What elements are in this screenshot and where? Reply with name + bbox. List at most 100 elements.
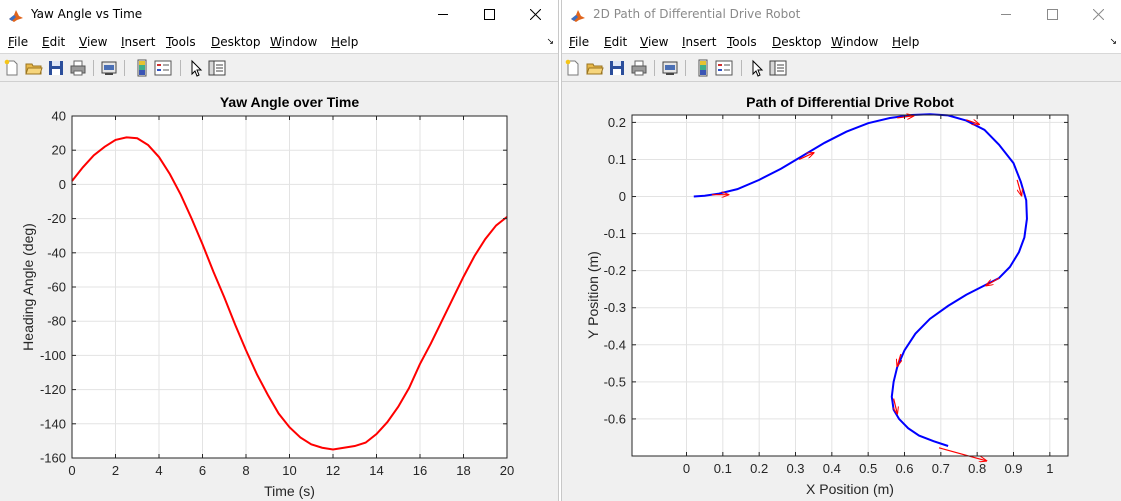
title-bar[interactable]: 2D Path of Differential Drive Robot (562, 0, 1121, 30)
x-tick-label: 0.6 (895, 461, 913, 476)
property-editor-icon[interactable] (769, 59, 787, 77)
menu-insert[interactable]: Insert (121, 35, 156, 49)
heading-arrow (897, 353, 901, 366)
y-tick-label: 0.2 (608, 115, 626, 130)
property-editor-icon[interactable] (208, 59, 226, 77)
y-tick-label: 0 (59, 177, 66, 192)
y-tick-label: -100 (40, 348, 66, 363)
menu-view[interactable]: View (640, 35, 669, 49)
axes-box (631, 114, 1069, 457)
print-icon[interactable] (630, 59, 648, 77)
x-tick-label: 20 (500, 463, 514, 478)
chart-title: Path of Differential Drive Robot (746, 94, 954, 110)
y-axis-label: Heading Angle (deg) (20, 223, 36, 351)
legend-icon[interactable] (154, 59, 172, 77)
maximize-button[interactable] (466, 0, 512, 30)
y-tick-label: -0.6 (604, 411, 626, 426)
x-tick-label: 0.4 (823, 461, 841, 476)
close-button[interactable] (1075, 0, 1121, 30)
y-tick-label: -0.4 (604, 337, 626, 352)
colorbar-icon[interactable] (133, 59, 151, 77)
menu-file[interactable]: File (569, 35, 590, 49)
colorbar-icon[interactable] (694, 59, 712, 77)
x-tick-label: 0 (68, 463, 75, 478)
menu-window[interactable]: Window (831, 35, 879, 49)
print-icon[interactable] (69, 59, 87, 77)
open-file-icon[interactable] (25, 59, 43, 77)
x-tick-label: 0.7 (932, 461, 950, 476)
path-figure-window: 2D Path of Differential Drive Robot File… (561, 0, 1121, 501)
figure-toolbar (562, 55, 1121, 82)
y-tick-label: 0 (619, 189, 626, 204)
x-tick-label: 12 (326, 463, 340, 478)
heading-arrow (897, 116, 913, 118)
matlab-logo-icon (8, 7, 24, 23)
close-button[interactable] (512, 0, 558, 30)
menu-tools[interactable]: Tools (166, 35, 196, 49)
menu-bar: File Edit View Insert Tools Desktop Wind… (562, 30, 1121, 54)
minimize-button[interactable] (983, 0, 1029, 30)
print-preview-icon[interactable] (661, 59, 679, 77)
x-tick-label: 0.9 (1004, 461, 1022, 476)
menu-file[interactable]: File (8, 35, 29, 49)
minimize-icon (438, 14, 448, 15)
axis-ticks: 0 2 4 6 8 10 12 14 16 18 20 40 20 0 -20 -40 -60 -80 -100 -1… (40, 109, 514, 479)
heading-arrow (938, 447, 986, 461)
menu-window[interactable]: Window (270, 35, 318, 49)
toolbar-separator (741, 60, 742, 76)
yaw-figure-window: Yaw Angle vs Time File Edit View Insert … (0, 0, 559, 501)
y-tick-label: -120 (40, 382, 66, 397)
heading-arrow (966, 120, 979, 124)
x-tick-label: 0.3 (786, 461, 804, 476)
x-tick-label: 8 (242, 463, 249, 478)
x-tick-label: 0.8 (968, 461, 986, 476)
robot-path-plot: 0 0.1 0.2 0.3 0.4 0.5 0.6 0.7 0.8 0.9 1 0.2 0.1 0 -0.1… (585, 94, 1069, 497)
menu-edit[interactable]: Edit (42, 35, 66, 49)
menu-tools[interactable]: Tools (727, 35, 757, 49)
y-tick-label: -0.3 (604, 300, 626, 315)
x-tick-label: 6 (199, 463, 206, 478)
save-icon[interactable] (608, 59, 626, 77)
toolbar-separator (93, 60, 94, 76)
maximize-icon (1047, 9, 1058, 20)
y-axis-label: Y Position (m) (585, 251, 601, 339)
x-tick-label: 14 (369, 463, 383, 478)
new-figure-icon[interactable] (3, 59, 21, 77)
open-file-icon[interactable] (586, 59, 604, 77)
save-icon[interactable] (47, 59, 65, 77)
menu-dock-arrow-icon[interactable]: ↘ (1109, 36, 1117, 46)
menu-help[interactable]: Help (892, 35, 920, 49)
x-tick-label: 10 (282, 463, 296, 478)
minimize-icon (1001, 14, 1011, 15)
pointer-icon[interactable] (748, 59, 766, 77)
title-bar[interactable]: Yaw Angle vs Time (0, 0, 558, 30)
x-tick-label: 0.5 (859, 461, 877, 476)
heading-arrow (894, 398, 898, 414)
new-figure-icon[interactable] (564, 59, 582, 77)
menu-view[interactable]: View (79, 35, 108, 49)
menu-dock-arrow-icon[interactable]: ↘ (546, 36, 554, 46)
maximize-button[interactable] (1029, 0, 1075, 30)
legend-icon[interactable] (715, 59, 733, 77)
menu-bar: File Edit View Insert Tools Desktop Wind… (0, 30, 558, 54)
print-preview-icon[interactable] (100, 59, 118, 77)
menu-desktop[interactable]: Desktop (211, 35, 261, 49)
x-tick-label: 0.1 (714, 461, 732, 476)
robot-path-series (693, 113, 1028, 447)
x-tick-label: 0.2 (750, 461, 768, 476)
y-tick-label: -60 (47, 280, 66, 295)
menu-edit[interactable]: Edit (604, 35, 628, 49)
menu-insert[interactable]: Insert (682, 35, 717, 49)
minimize-button[interactable] (420, 0, 466, 30)
window-title: Yaw Angle vs Time (31, 7, 143, 21)
close-icon (530, 9, 541, 20)
y-tick-label: -160 (40, 451, 66, 466)
y-tick-label: -0.1 (604, 226, 626, 241)
x-tick-label: 1 (1046, 461, 1053, 476)
menu-desktop[interactable]: Desktop (772, 35, 822, 49)
x-tick-label: 4 (155, 463, 162, 478)
heading-arrow (1016, 179, 1021, 196)
menu-help[interactable]: Help (331, 35, 359, 49)
toolbar-separator (654, 60, 655, 76)
pointer-icon[interactable] (187, 59, 205, 77)
